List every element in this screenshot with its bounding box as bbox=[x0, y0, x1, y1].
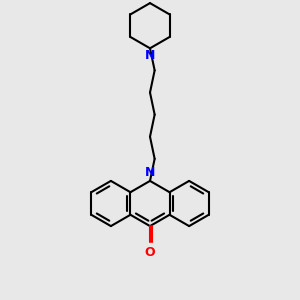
Text: N: N bbox=[145, 166, 155, 178]
Text: N: N bbox=[145, 50, 155, 62]
Text: O: O bbox=[145, 246, 155, 259]
